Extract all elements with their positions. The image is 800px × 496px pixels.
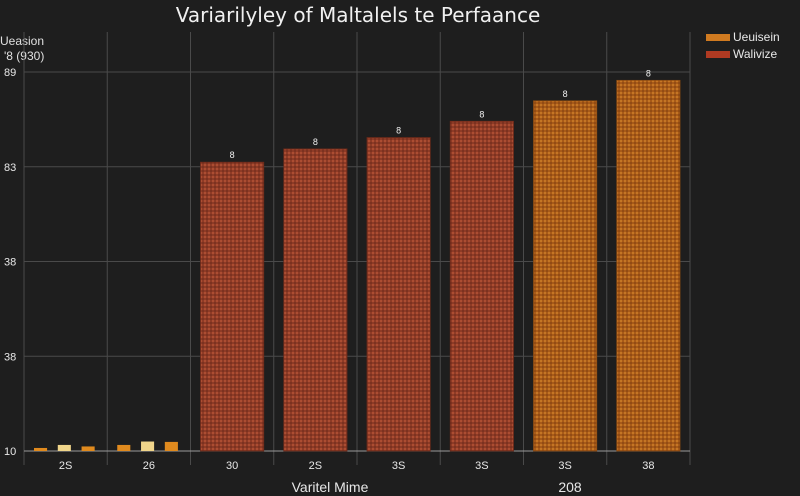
data-label: 8 <box>563 89 568 99</box>
data-label: 8 <box>313 137 318 147</box>
data-label-group: 8 8 8 8 8 8 <box>230 68 651 160</box>
legend-swatch-series-2 <box>706 51 730 58</box>
bar-walivize-4 <box>366 137 431 452</box>
x-axis-label: Varitel Mime <box>292 479 369 495</box>
y-axis-ticks: 10 38 38 83 89 <box>4 67 16 458</box>
x-tick-label: 30 <box>226 460 238 472</box>
chart-title: Variarilyley of Maltalels te Perfaance <box>176 3 541 27</box>
y-axis-label: Ueasion <box>0 34 44 48</box>
legend-label-series-1: Ueuisein <box>733 30 780 44</box>
bar-walivize-3 <box>283 148 348 452</box>
bar-walivize-2 <box>200 161 265 452</box>
legend-swatch-series-1 <box>706 34 730 41</box>
x-tick-label: 2S <box>309 460 322 472</box>
y-tick-label: 38 <box>4 257 16 269</box>
legend-label-series-2: Walivize <box>733 47 778 61</box>
y-tick-label: 83 <box>4 162 16 174</box>
x-axis-ticks: 2S 26 30 2S 3S 3S 3S 38 <box>59 460 655 472</box>
x-axis-footer: 208 <box>558 479 582 495</box>
small-bar <box>34 447 48 451</box>
legend: Ueuisein Walivize <box>706 30 780 61</box>
small-bar <box>81 446 95 451</box>
x-tick-label: 2S <box>59 460 72 472</box>
y-tick-label: 10 <box>4 446 16 458</box>
small-bar <box>141 441 155 451</box>
data-label: 8 <box>646 68 651 78</box>
bar-ueuisein-6 <box>533 100 598 452</box>
bar-group <box>34 79 681 452</box>
small-bar <box>57 444 71 451</box>
x-tick-label: 38 <box>642 460 654 472</box>
y-tick-label: 38 <box>4 351 16 363</box>
x-tick-label: 3S <box>558 460 571 472</box>
x-tick-label: 26 <box>143 460 155 472</box>
y-tick-label: 89 <box>4 67 16 79</box>
bar-ueuisein-7 <box>616 79 681 452</box>
small-bar <box>164 441 178 451</box>
data-label: 8 <box>396 126 401 136</box>
x-tick-label: 3S <box>475 460 488 472</box>
bar-walivize-5 <box>449 120 514 452</box>
data-label: 8 <box>479 109 484 119</box>
data-label: 8 <box>230 150 235 160</box>
x-tick-label: 3S <box>392 460 405 472</box>
small-bar <box>117 444 131 451</box>
